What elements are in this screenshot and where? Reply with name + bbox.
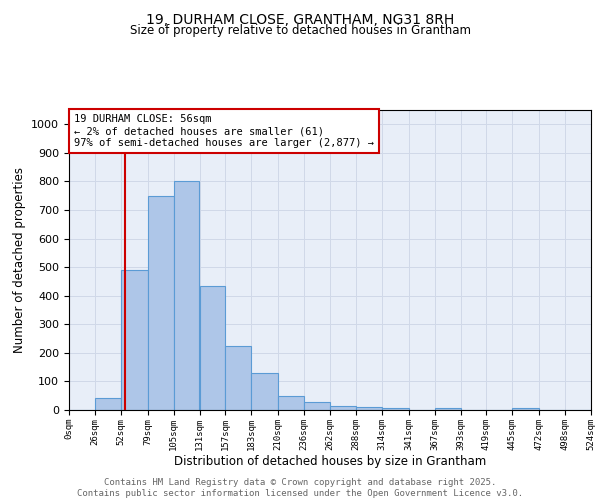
Bar: [304, 402, 330, 410]
Bar: [330, 406, 356, 410]
Y-axis label: Number of detached properties: Number of detached properties: [13, 167, 26, 353]
Bar: [173, 182, 199, 410]
Bar: [356, 407, 382, 410]
Bar: [148, 196, 173, 410]
Text: Size of property relative to detached houses in Grantham: Size of property relative to detached ho…: [130, 24, 470, 37]
Text: Contains HM Land Registry data © Crown copyright and database right 2025.
Contai: Contains HM Land Registry data © Crown c…: [77, 478, 523, 498]
Bar: [278, 396, 304, 410]
Bar: [121, 270, 148, 410]
Bar: [512, 408, 539, 410]
Bar: [199, 286, 226, 410]
X-axis label: Distribution of detached houses by size in Grantham: Distribution of detached houses by size …: [174, 456, 486, 468]
Bar: [226, 346, 251, 410]
Bar: [95, 398, 121, 410]
Bar: [251, 373, 278, 410]
Text: 19 DURHAM CLOSE: 56sqm
← 2% of detached houses are smaller (61)
97% of semi-deta: 19 DURHAM CLOSE: 56sqm ← 2% of detached …: [74, 114, 374, 148]
Bar: [382, 408, 409, 410]
Bar: [434, 408, 461, 410]
Text: 19, DURHAM CLOSE, GRANTHAM, NG31 8RH: 19, DURHAM CLOSE, GRANTHAM, NG31 8RH: [146, 12, 454, 26]
